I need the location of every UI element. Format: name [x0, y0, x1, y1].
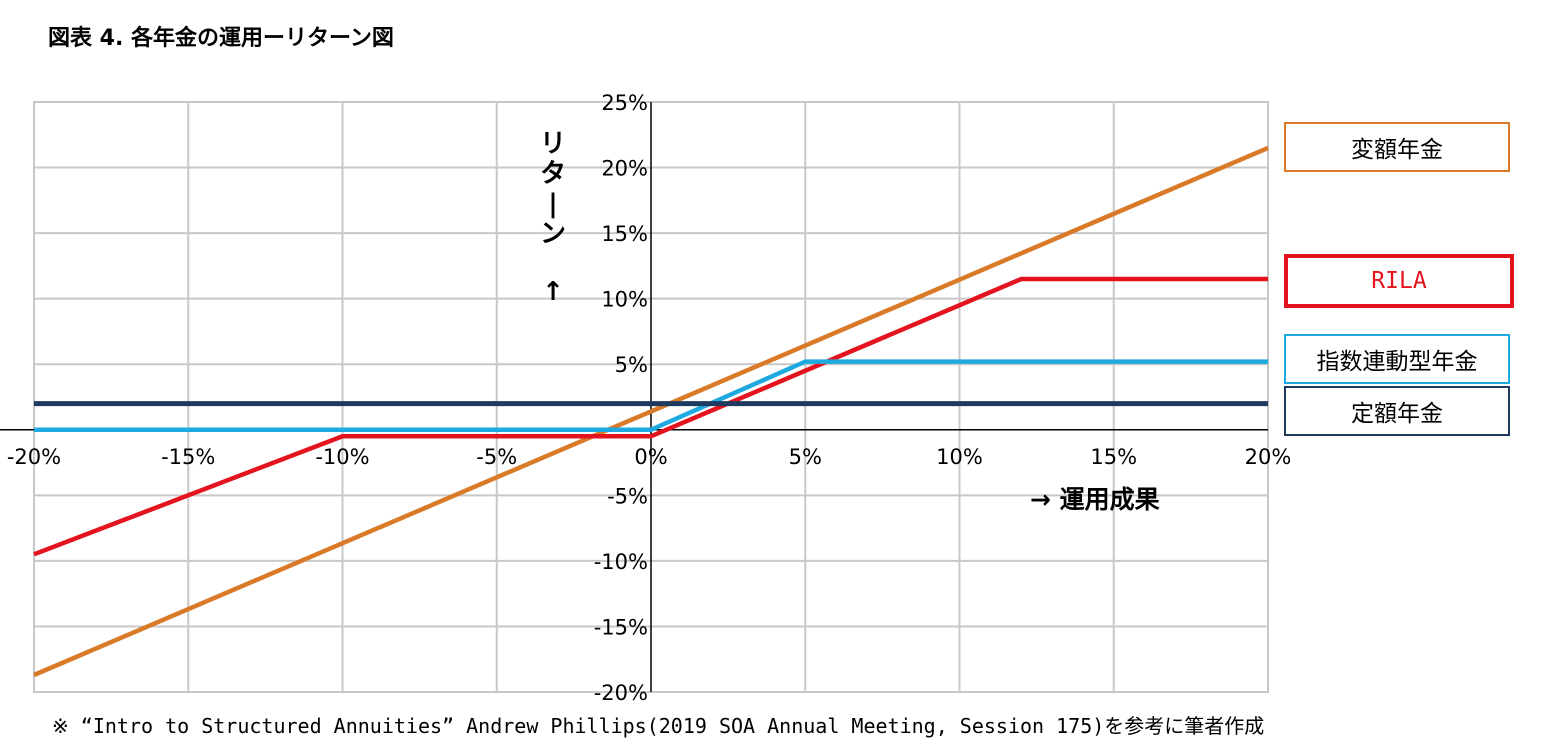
y-tick-label: 5%: [615, 353, 648, 377]
legend-label: 指数連動型年金: [1316, 349, 1478, 375]
tick-labels: -20% -15% -10% -5% 0% 5% 10% 15% 20% -20% -15% -10%…: [7, 91, 1291, 705]
series-line-1: [33, 276, 1268, 557]
y-tick-label: -10%: [594, 550, 648, 574]
legend-entry: 指数連動型年金: [1284, 334, 1510, 384]
series-line-0: [33, 145, 1269, 678]
x-tick-label: 15%: [1090, 445, 1137, 469]
y-tick-label: 25%: [601, 91, 648, 115]
y-tick-label: -20%: [594, 681, 648, 705]
x-tick-label: -15%: [161, 445, 215, 469]
legend-label: 定額年金: [1351, 401, 1443, 427]
y-tick-label: -15%: [594, 615, 648, 639]
y-tick-label: -5%: [607, 484, 648, 508]
x-tick-label: 0%: [634, 445, 667, 469]
y-tick-label: 15%: [601, 222, 648, 246]
axis-labels: リタ|ン ↑ → 運用成果: [540, 129, 1160, 514]
footnote: ※ “Intro to Structured Annuities” Andrew…: [52, 714, 1265, 738]
series-lines: [33, 145, 1269, 678]
y-tick-label: 20%: [601, 157, 648, 181]
legend-label: 変額年金: [1351, 137, 1443, 163]
x-tick-label: 20%: [1245, 445, 1292, 469]
x-tick-label: 10%: [936, 445, 983, 469]
y-tick-label: 10%: [601, 288, 648, 312]
y-axis-arrow: ↑: [542, 277, 564, 307]
x-tick-label: -10%: [315, 445, 369, 469]
x-tick-label: 5%: [789, 445, 822, 469]
series-line-2: [34, 359, 1268, 433]
page-title: 図表 4. 各年金の運用ーリターン図: [48, 26, 394, 51]
x-axis-label: → 運用成果: [1030, 485, 1160, 514]
y-axis-label: リタ|ン: [540, 129, 566, 249]
x-tick-label: -5%: [476, 445, 517, 469]
legend-entry: 変額年金: [1284, 122, 1510, 172]
axes: [0, 102, 1268, 692]
x-tick-label: -20%: [7, 445, 61, 469]
legend-label: RILA: [1371, 268, 1427, 294]
legend-entry: RILA: [1284, 254, 1514, 308]
legend-entry: 定額年金: [1284, 386, 1510, 436]
